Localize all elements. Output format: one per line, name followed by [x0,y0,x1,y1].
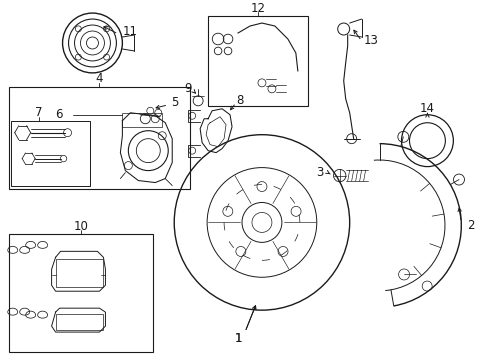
Text: 14: 14 [420,102,435,115]
Text: 12: 12 [250,1,266,15]
Bar [122,113,162,127]
Text: 11: 11 [123,24,138,37]
Text: 5: 5 [172,96,179,109]
Text: 4: 4 [96,72,103,85]
Text: 6: 6 [55,108,62,121]
Text: 13: 13 [364,35,379,48]
Bar [55,314,103,330]
Bar [11,121,91,185]
Bar [208,16,308,106]
Text: 1: 1 [234,332,242,345]
Bar [55,259,103,287]
Text: 10: 10 [74,220,88,233]
Text: 7: 7 [35,106,43,119]
Text: 3: 3 [316,166,323,179]
Text: 2: 2 [467,219,475,232]
Text: 8: 8 [236,94,244,107]
Bar [9,234,153,352]
Text: 1: 1 [234,332,242,345]
Text: 9: 9 [184,82,192,95]
Bar [9,87,190,189]
